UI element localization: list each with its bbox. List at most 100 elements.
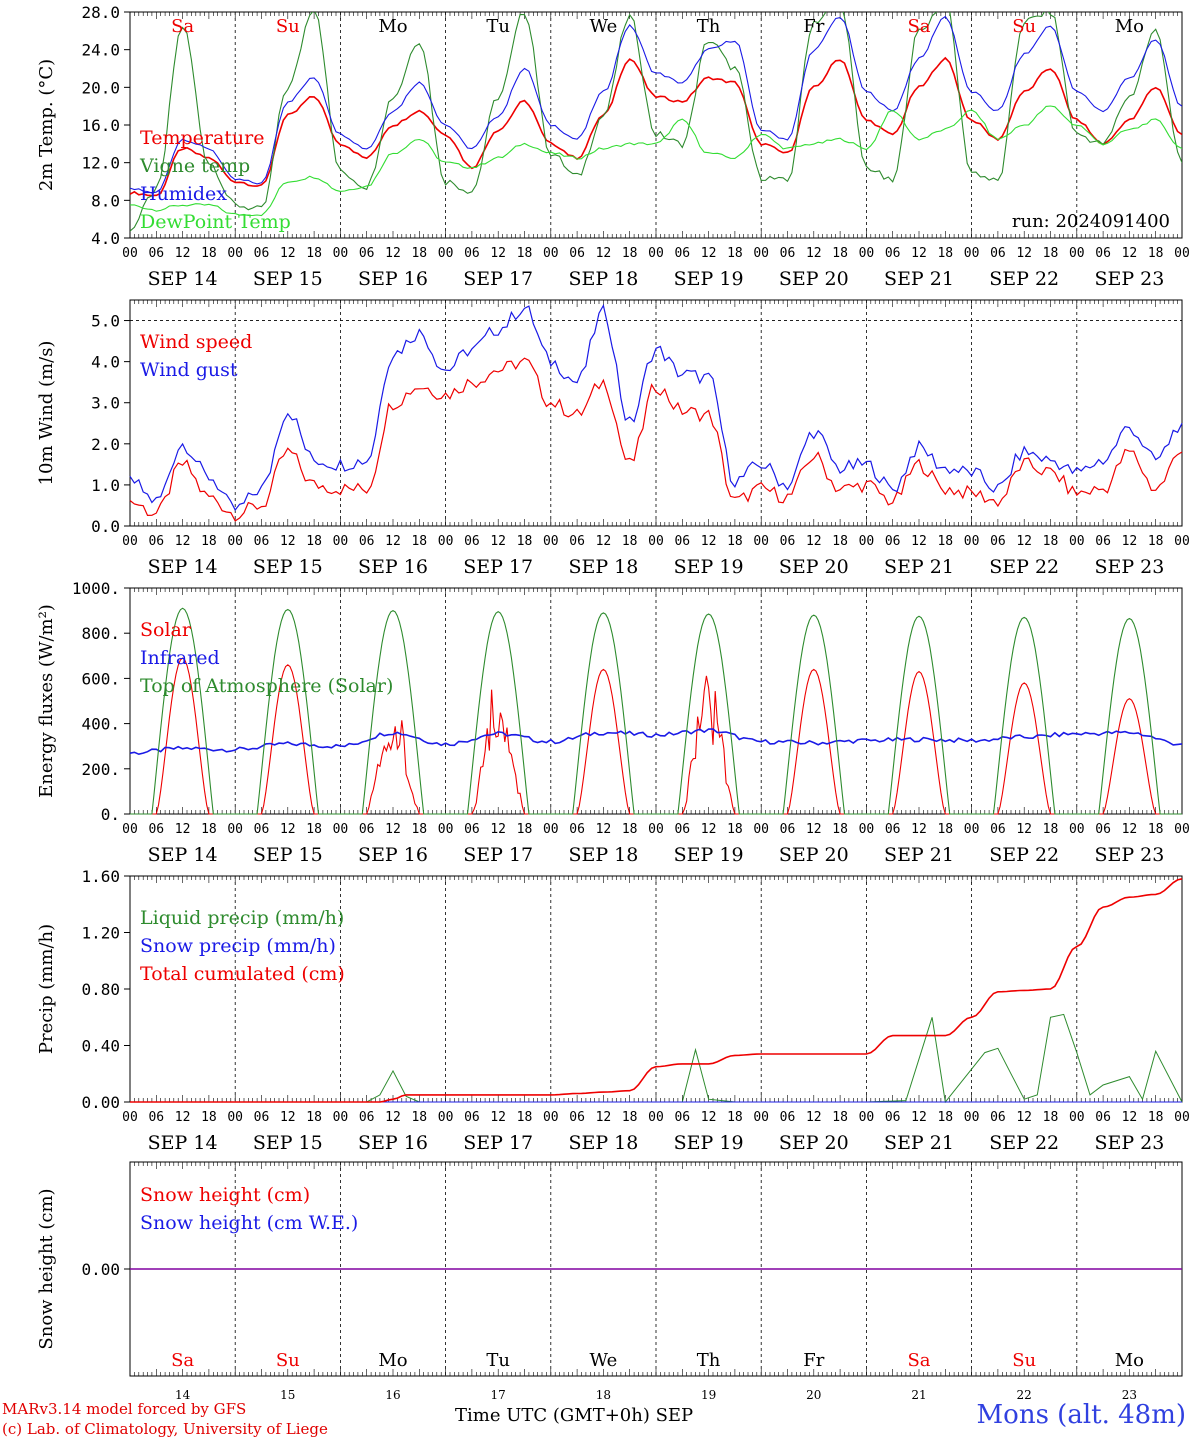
hour-tick-label: 18 xyxy=(727,822,743,837)
hour-tick-label: 18 xyxy=(727,246,743,261)
panel-frame-3: 00 06 12 18 00 06 12 18 00 06 12 18 00 06 12 18 00 06 12 18… xyxy=(122,587,1190,866)
hour-tick-label: 06 xyxy=(569,822,585,837)
legend-4: Liquid precip (mm/h) Snow precip (mm/h) To… xyxy=(140,907,345,985)
temp-series xyxy=(130,12,1182,232)
hour-tick-label: 12 xyxy=(385,534,401,549)
hour-tick-label: 18 xyxy=(832,534,848,549)
hour-tick-label: 06 xyxy=(885,1110,901,1125)
y-axis-3: 0. 200. 400. 600. 800. 1000. Energy fluxes (W/… xyxy=(36,579,130,824)
hour-tick-label: 12 xyxy=(701,534,717,549)
hour-tick-label: 06 xyxy=(569,246,585,261)
y-tick-label: 400. xyxy=(81,715,120,734)
y-tick-label: 5.0 xyxy=(91,312,120,331)
hour-tick-label: 12 xyxy=(385,246,401,261)
hour-tick-label: 12 xyxy=(911,534,927,549)
day-name-top: Th xyxy=(697,16,721,37)
hour-tick-label: 06 xyxy=(674,1110,690,1125)
hour-tick-label: 18 xyxy=(727,1110,743,1125)
y-axis-2: 0.0 1.0 2.0 3.0 4.0 5.0 10m Wind (m/s) xyxy=(36,312,130,536)
hour-tick-label: 18 xyxy=(517,822,533,837)
hour-tick-label: 12 xyxy=(806,534,822,549)
hour-tick-label: 00 xyxy=(1069,534,1085,549)
hour-tick-label: 12 xyxy=(1122,1110,1138,1125)
series-vigne-temp xyxy=(130,12,1182,232)
day-name-bottom: Mo xyxy=(1115,1350,1144,1371)
date-label: SEP 16 xyxy=(358,844,428,866)
hour-tick-label: 06 xyxy=(885,822,901,837)
hour-tick-label: 00 xyxy=(227,822,243,837)
hour-tick-label: 18 xyxy=(1043,1110,1059,1125)
hour-tick-label: 12 xyxy=(1016,246,1032,261)
hour-tick-label: 00 xyxy=(543,534,559,549)
date-label: SEP 17 xyxy=(463,268,533,290)
hour-tick-label: 18 xyxy=(306,534,322,549)
hour-tick-label: 06 xyxy=(1095,246,1111,261)
hour-tick-label: 06 xyxy=(674,246,690,261)
y-tick-label: 1.60 xyxy=(81,867,120,886)
hour-tick-label: 12 xyxy=(1016,1110,1032,1125)
y-tick-label: 20.0 xyxy=(81,78,120,97)
date-label: SEP 20 xyxy=(779,1132,849,1154)
hour-tick-label: 06 xyxy=(780,534,796,549)
panel-frame-2: 00 06 12 18 00 06 12 18 00 06 12 18 00 06 12 18 00 06 12 18… xyxy=(122,299,1190,578)
date-label: SEP 22 xyxy=(989,556,1059,578)
hour-tick-label: 00 xyxy=(438,822,454,837)
date-label: SEP 19 xyxy=(674,1132,744,1154)
station-name: Mons (alt. 48m) xyxy=(976,1400,1186,1430)
hour-tick-label: 06 xyxy=(148,246,164,261)
hour-tick-label: 18 xyxy=(201,246,217,261)
date-label: SEP 21 xyxy=(884,268,954,290)
hour-tick-label: 06 xyxy=(780,822,796,837)
time-axis-label: Time UTC (GMT+0h) SEP xyxy=(455,1405,694,1426)
date-label: SEP 20 xyxy=(779,844,849,866)
hour-tick-label: 00 xyxy=(333,534,349,549)
hour-tick-label: 12 xyxy=(175,534,191,549)
legend-1: Temperature Vigne temp Humidex DewPoint Tem… xyxy=(139,127,291,233)
date-label: SEP 18 xyxy=(568,556,638,578)
hour-tick-label: 00 xyxy=(1174,246,1190,261)
legend-entry: Temperature xyxy=(140,127,264,149)
hour-tick-label: 00 xyxy=(543,1110,559,1125)
hour-tick-label: 00 xyxy=(753,534,769,549)
hour-tick-label: 18 xyxy=(411,246,427,261)
hour-tick-label: 06 xyxy=(359,534,375,549)
day-name-bottom: Sa xyxy=(907,1350,930,1371)
hour-tick-label: 12 xyxy=(911,246,927,261)
legend-entry: Humidex xyxy=(140,183,227,205)
credit-note: (c) Lab. of Climatology, University of L… xyxy=(2,1420,328,1438)
y-tick-label: 1.0 xyxy=(91,476,120,495)
day-number: 21 xyxy=(911,1388,926,1402)
day-number: 18 xyxy=(596,1388,611,1402)
hour-tick-label: 06 xyxy=(780,246,796,261)
date-label: SEP 16 xyxy=(358,1132,428,1154)
hour-tick-label: 12 xyxy=(385,822,401,837)
hour-tick-label: 18 xyxy=(306,246,322,261)
hour-tick-label: 12 xyxy=(596,822,612,837)
hour-tick-label: 00 xyxy=(964,822,980,837)
hour-ticks xyxy=(129,12,1183,238)
hour-tick-label: 00 xyxy=(227,1110,243,1125)
hour-tick-label: 12 xyxy=(280,534,296,549)
series-temperature xyxy=(130,56,1182,197)
y-axis-label: Snow height (cm) xyxy=(36,1188,57,1349)
hour-tick-label: 06 xyxy=(569,534,585,549)
day-name-bottom: Su xyxy=(276,1350,300,1371)
date-label: SEP 19 xyxy=(674,268,744,290)
hour-tick-label: 00 xyxy=(333,822,349,837)
hour-tick-label: 12 xyxy=(1122,822,1138,837)
hour-tick-label: 12 xyxy=(1122,246,1138,261)
day-name-bottom: Su xyxy=(1012,1350,1036,1371)
day-number: 14 xyxy=(175,1388,191,1402)
date-label: SEP 21 xyxy=(884,844,954,866)
day-name-bottom: Mo xyxy=(378,1350,407,1371)
run-annotation: run: 2024091400 xyxy=(1012,211,1170,232)
date-label: SEP 19 xyxy=(674,556,744,578)
hour-tick-label: 06 xyxy=(464,1110,480,1125)
hour-tick-label: 06 xyxy=(990,822,1006,837)
hour-tick-label: 18 xyxy=(201,822,217,837)
date-label: SEP 14 xyxy=(148,268,218,290)
hour-tick-label: 12 xyxy=(490,1110,506,1125)
hour-tick-label: 18 xyxy=(411,822,427,837)
hour-tick-label: 06 xyxy=(674,534,690,549)
y-tick-label: 0.0 xyxy=(91,517,120,536)
